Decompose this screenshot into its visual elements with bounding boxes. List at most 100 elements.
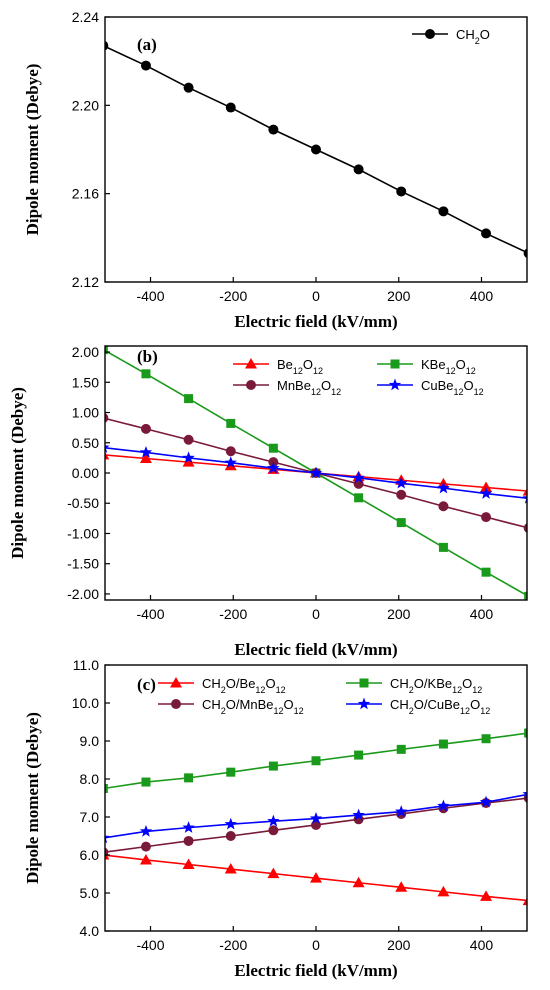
panel-label: (b) [137, 347, 158, 366]
legend: CH2O/Be12O12 CH2O/KBe12O12 CH2O/MnBe12O12 C… [158, 676, 490, 716]
y-tick-label: 9.0 [80, 733, 100, 749]
x-tick-label: -400 [136, 937, 164, 953]
legend-label: CH2O/KBe12O12 [390, 676, 482, 695]
data-point [105, 445, 110, 453]
data-point [395, 805, 408, 817]
data-point [352, 471, 365, 484]
x-tick-label: 200 [387, 606, 411, 622]
y-tick-label: 2.12 [72, 274, 99, 290]
x-axis-title: Electric field (kV/mm) [234, 312, 397, 331]
legend-entry: CH2O/Be12O12 [158, 676, 286, 695]
legend-entry: KBe12O12 [377, 357, 476, 376]
legend-entry: CuBe12O12 [377, 378, 484, 397]
data-point [226, 767, 236, 777]
data-point [481, 512, 492, 523]
data-point [183, 434, 194, 445]
data-point [522, 496, 527, 504]
data-point [139, 824, 153, 837]
legend-label: CH2O/CuBe12O12 [390, 697, 490, 716]
plot-frame [104, 664, 528, 932]
data-point [184, 394, 194, 404]
y-axis-title: Dipole moment (Debye) [23, 64, 42, 236]
y-tick-label: 0.00 [72, 465, 99, 481]
legend-marker [246, 380, 256, 390]
x-tick-label: 200 [387, 288, 411, 304]
legend-marker [357, 697, 371, 710]
data-point [438, 739, 448, 749]
data-point [396, 744, 406, 754]
data-point [224, 456, 237, 468]
legend-marker [170, 677, 182, 688]
data-point [140, 841, 151, 852]
data-point [141, 369, 151, 379]
legend-entry: CH2O/CuBe12O12 [346, 697, 490, 716]
data-point [438, 206, 449, 217]
x-tick-label: 200 [387, 937, 411, 953]
legend-label: CuBe12O12 [421, 378, 484, 397]
y-tick-label: 0.50 [72, 435, 99, 451]
y-axis-title: Dipole moment (Debye) [8, 387, 27, 559]
data-point [522, 488, 527, 496]
data-point [224, 817, 237, 830]
chart-panel-2: -400 -200 0 200 400 4.0 5.0 6.0 7.0 8.0 9.0 10.0 11.… [23, 657, 528, 980]
data-point [139, 853, 152, 865]
data-point [354, 493, 364, 503]
data-point [395, 881, 408, 892]
data-point [437, 885, 450, 897]
data-point [396, 489, 407, 500]
data-point [267, 814, 280, 827]
data-point [182, 821, 195, 833]
data-point [309, 812, 323, 824]
legend-entry: CH2O/MnBe12O12 [158, 697, 304, 716]
series-CH2O [105, 40, 527, 259]
legend-marker [388, 378, 402, 391]
x-tick-label: -200 [219, 937, 247, 953]
data-point [182, 456, 195, 467]
data-point [105, 346, 108, 355]
data-point [224, 863, 237, 874]
data-point [141, 777, 151, 787]
data-point [182, 858, 195, 869]
legend-entry: CH2O [412, 27, 490, 46]
y-tick-label: 8.0 [80, 771, 100, 787]
series-CH2O/KBe12O12 [105, 728, 527, 793]
data-point [105, 835, 110, 844]
y-tick-label: 5.0 [80, 885, 100, 901]
data-point [396, 186, 407, 197]
y-tick-label: -0.50 [67, 495, 99, 511]
data-point [225, 831, 236, 841]
data-point [522, 792, 527, 800]
legend-marker [171, 699, 181, 709]
data-point [352, 808, 365, 821]
panel-label: (a) [137, 35, 157, 54]
x-tick-label: 400 [470, 288, 494, 304]
data-point [438, 542, 448, 552]
legend-label: Be12O12 [277, 357, 323, 376]
data-point [267, 461, 280, 474]
legend-label: MnBe12O12 [277, 378, 341, 397]
data-point [353, 164, 364, 175]
legend: CH2O [412, 27, 490, 46]
y-tick-label: 4.0 [80, 923, 100, 939]
panel-label: (c) [137, 675, 156, 694]
legend-marker [359, 678, 369, 688]
x-tick-label: 400 [470, 937, 494, 953]
data-point [437, 799, 450, 812]
data-point [268, 761, 278, 771]
data-point [396, 518, 406, 528]
x-axis-title: Electric field (kV/mm) [234, 640, 397, 659]
data-point [105, 847, 109, 858]
data-point [267, 867, 280, 879]
data-point [309, 466, 323, 479]
x-tick-label: 0 [312, 937, 320, 953]
data-point [105, 413, 109, 423]
x-tick-label: 0 [312, 288, 320, 304]
y-tick-label: -1.50 [67, 556, 99, 572]
data-point [268, 443, 278, 453]
legend-marker [390, 359, 400, 369]
y-tick-label: 7.0 [80, 809, 100, 825]
legend-label: CH2O [456, 27, 490, 46]
series-CH2O/CuBe12O12 [105, 792, 527, 844]
x-tick-label: -200 [219, 288, 247, 304]
